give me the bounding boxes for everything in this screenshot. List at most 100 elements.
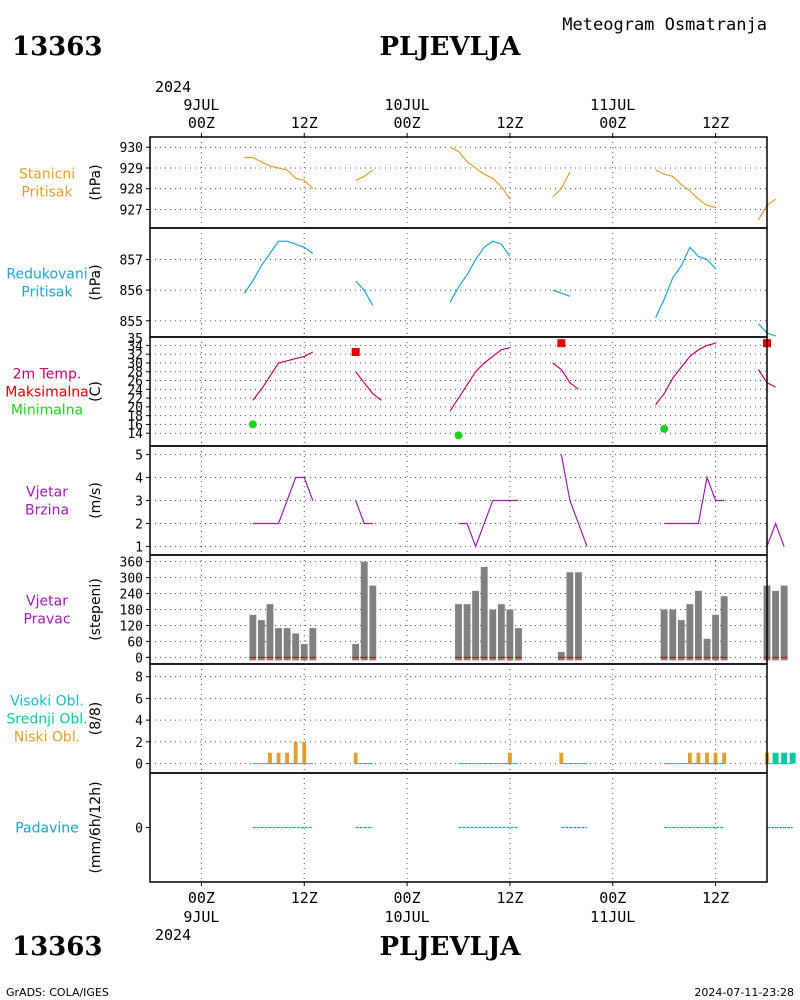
- panel-frame: [149, 227, 768, 338]
- direction-bar: [506, 609, 514, 661]
- y-tick-label: 930: [120, 141, 143, 156]
- series-line: [552, 289, 571, 297]
- y-tick-label: 180: [120, 604, 143, 619]
- y-tick-label: 16: [127, 418, 143, 433]
- panel-label: Pritisak: [21, 185, 73, 201]
- series-line: [664, 475, 725, 525]
- top-hour-label: 12Z: [702, 114, 729, 132]
- direction-bar: [360, 561, 368, 661]
- panel-wind-speed: 1 2 3 4 5 Vjetar Brzina (m/s): [25, 445, 785, 556]
- panel-label: Maksimalna: [5, 385, 89, 401]
- y-tick-label: 2: [135, 517, 143, 532]
- cloud-low-bar: [285, 752, 290, 764]
- y-tick-label: 60: [127, 635, 143, 650]
- series-line: [449, 146, 511, 200]
- y-tick-label: 4: [135, 714, 143, 729]
- direction-bar: [480, 566, 488, 661]
- panel-unit: (hPa): [88, 264, 104, 300]
- station-name-top: PLJEVLJA: [380, 32, 522, 62]
- top-hour-label: 12Z: [496, 114, 523, 132]
- cloud-low-bar: [559, 752, 564, 764]
- direction-bar: [720, 596, 728, 661]
- direction-bar: [575, 572, 582, 661]
- panel-frame: [149, 336, 768, 447]
- cloud-low-bar: [687, 752, 692, 764]
- y-tick-label: 240: [120, 588, 143, 603]
- panel-label: Pravac: [23, 612, 70, 628]
- direction-bar: [489, 609, 497, 661]
- direction-bar: [472, 590, 480, 661]
- top-day-label: 11JUL: [590, 96, 635, 114]
- panel-label: Vjetar: [26, 594, 68, 610]
- panel-label: Stanicni: [19, 167, 75, 183]
- series-line: [355, 169, 374, 181]
- panel-unit: (C): [88, 381, 104, 402]
- series-line: [355, 371, 382, 401]
- panel-unit: (m/s): [88, 482, 104, 519]
- y-tick-label: 855: [120, 315, 143, 330]
- direction-bar: [686, 604, 694, 661]
- y-tick-label: 34: [127, 339, 143, 354]
- direction-bar: [703, 638, 711, 661]
- series-line: [552, 171, 571, 198]
- top-hour-label: 12Z: [291, 114, 318, 132]
- y-tick-label: 929: [120, 162, 143, 177]
- tmin-marker: [660, 424, 669, 433]
- direction-bar: [275, 628, 282, 661]
- series-line: [252, 351, 314, 401]
- direction-bar: [292, 633, 300, 661]
- tmin-marker: [454, 431, 463, 440]
- panel-label: Padavine: [15, 821, 79, 837]
- cloud-mid-bar: [789, 752, 796, 764]
- series-line: [449, 240, 511, 303]
- panel-label: Brzina: [25, 503, 69, 519]
- tmax-marker: [351, 347, 360, 356]
- bottom-hour-label: 00Z: [394, 889, 421, 907]
- top-time-axis: 00Z 12Z 00Z 12Z 00Z 12Z 9JUL 10JUL 11JUL: [183, 96, 729, 132]
- series-line: [449, 347, 511, 412]
- panel-reduced-pressure: 855 856 857 Redukovani Pritisak (hPa): [6, 227, 776, 338]
- series-line: [560, 454, 588, 547]
- y-tick-label: 18: [127, 410, 143, 425]
- panel-label: Srednji Obl.: [6, 712, 87, 728]
- top-day-label: 10JUL: [385, 96, 430, 114]
- y-tick-label: 927: [120, 203, 143, 218]
- panel-precipitation: 0 Padavine (mm/6h/12h): [15, 772, 793, 886]
- cloud-low-bar: [353, 752, 358, 764]
- cloud-low-bar: [276, 752, 281, 764]
- y-tick-label: 26: [127, 375, 143, 390]
- series-line: [655, 246, 717, 318]
- cloud-low-bar: [696, 752, 701, 764]
- panel-label: Redukovani: [6, 267, 87, 283]
- y-tick-label: 22: [127, 392, 143, 407]
- series-line: [243, 240, 314, 294]
- tmax-marker: [557, 339, 566, 348]
- direction-bar: [566, 572, 574, 661]
- y-tick-label: 8: [135, 671, 143, 686]
- direction-bar: [695, 590, 702, 661]
- direction-bar: [257, 620, 265, 661]
- cloud-low-bar: [713, 752, 718, 764]
- cloud-low-bar: [268, 752, 272, 764]
- y-tick-label: 0: [135, 758, 143, 773]
- panel-unit: (stepeni): [88, 578, 104, 641]
- y-tick-label: 360: [120, 556, 143, 571]
- product-title: Meteogram Osmatranja: [562, 15, 767, 35]
- top-hour-label: 00Z: [188, 114, 215, 132]
- panel-label: Vjetar: [26, 485, 68, 501]
- tmin-marker: [248, 420, 257, 429]
- bottom-day-label: 9JUL: [183, 908, 219, 926]
- panel-label: Visoki Obl.: [10, 694, 84, 710]
- direction-bar: [283, 628, 291, 661]
- bottom-hour-label: 00Z: [599, 889, 626, 907]
- y-tick-label: 28: [127, 366, 143, 381]
- panel-frame: [149, 772, 768, 883]
- series-line: [655, 169, 716, 208]
- y-tick-label: 35: [127, 332, 143, 347]
- panel-frame: [149, 663, 768, 774]
- top-hour-label: 00Z: [599, 114, 626, 132]
- series-line: [766, 521, 785, 547]
